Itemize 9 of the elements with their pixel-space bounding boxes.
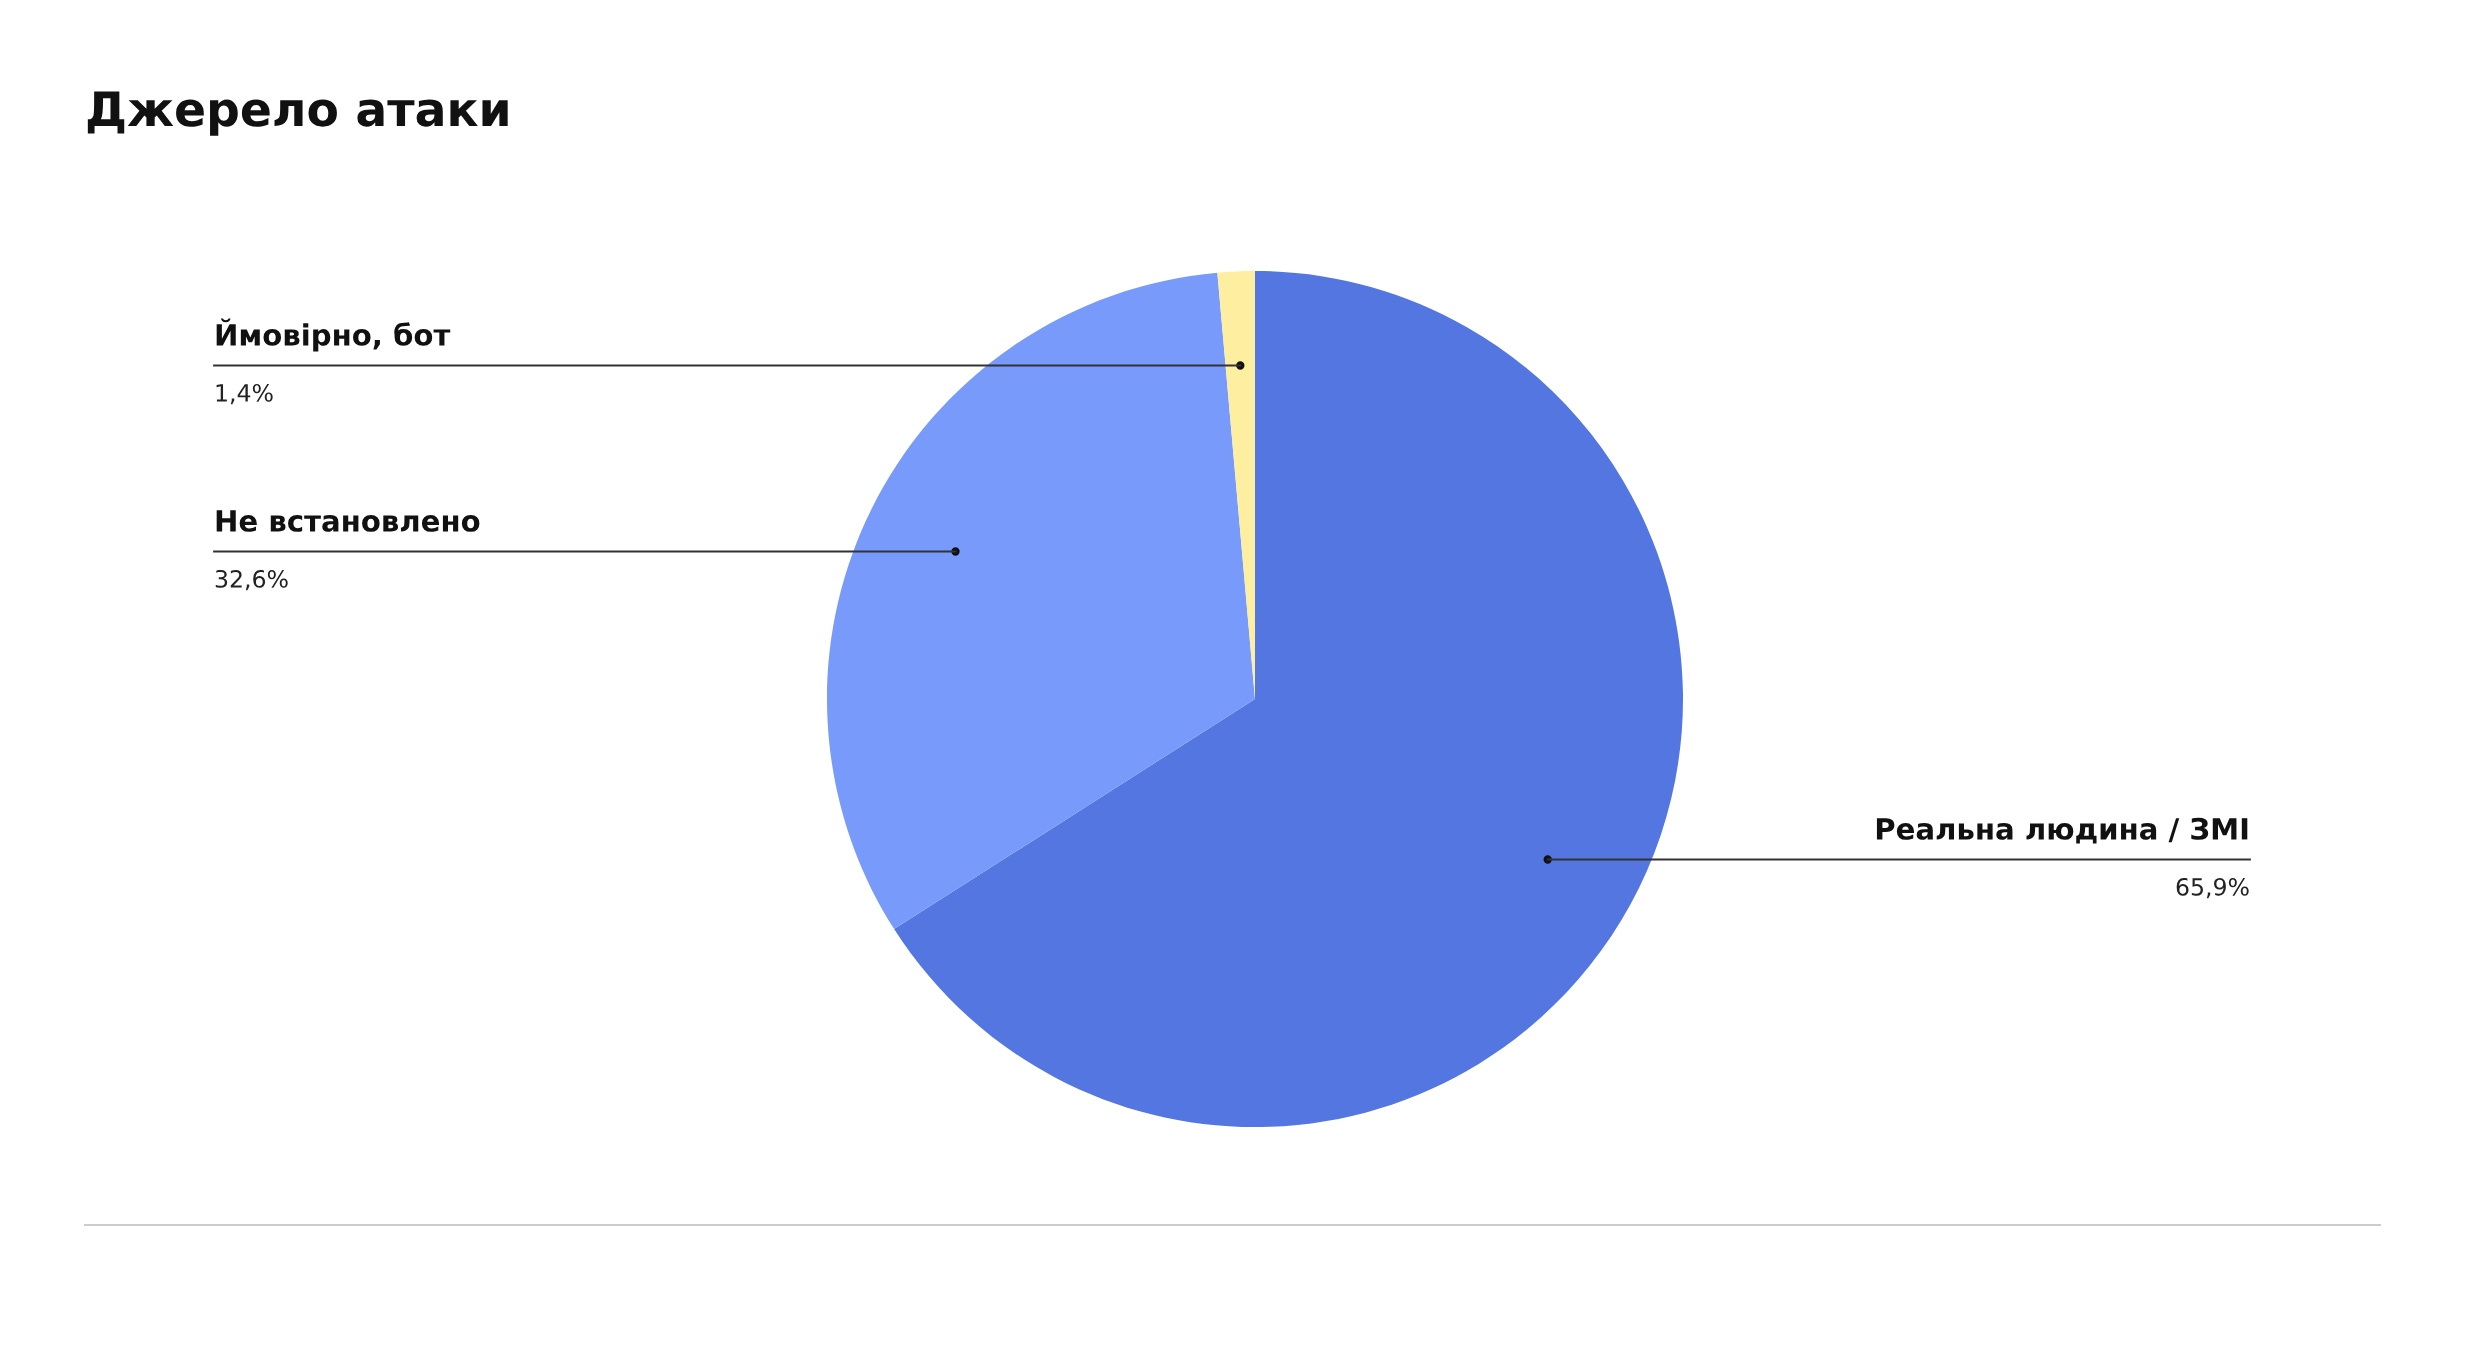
- slice-label: Ймовірно, бот: [216, 318, 451, 352]
- chart-title: Джерело атаки: [87, 91, 508, 136]
- data-label: 32,6%: [215, 569, 288, 591]
- data-label: 65,9%: [2176, 877, 2249, 899]
- pie-slice: [894, 271, 1683, 1127]
- slice-label: Не встановлено: [216, 510, 480, 532]
- data-label: 1,4%: [216, 383, 273, 405]
- slice-label: Реальна людина / ЗМІ: [1876, 817, 2248, 844]
- pie-slice: [827, 272, 1255, 930]
